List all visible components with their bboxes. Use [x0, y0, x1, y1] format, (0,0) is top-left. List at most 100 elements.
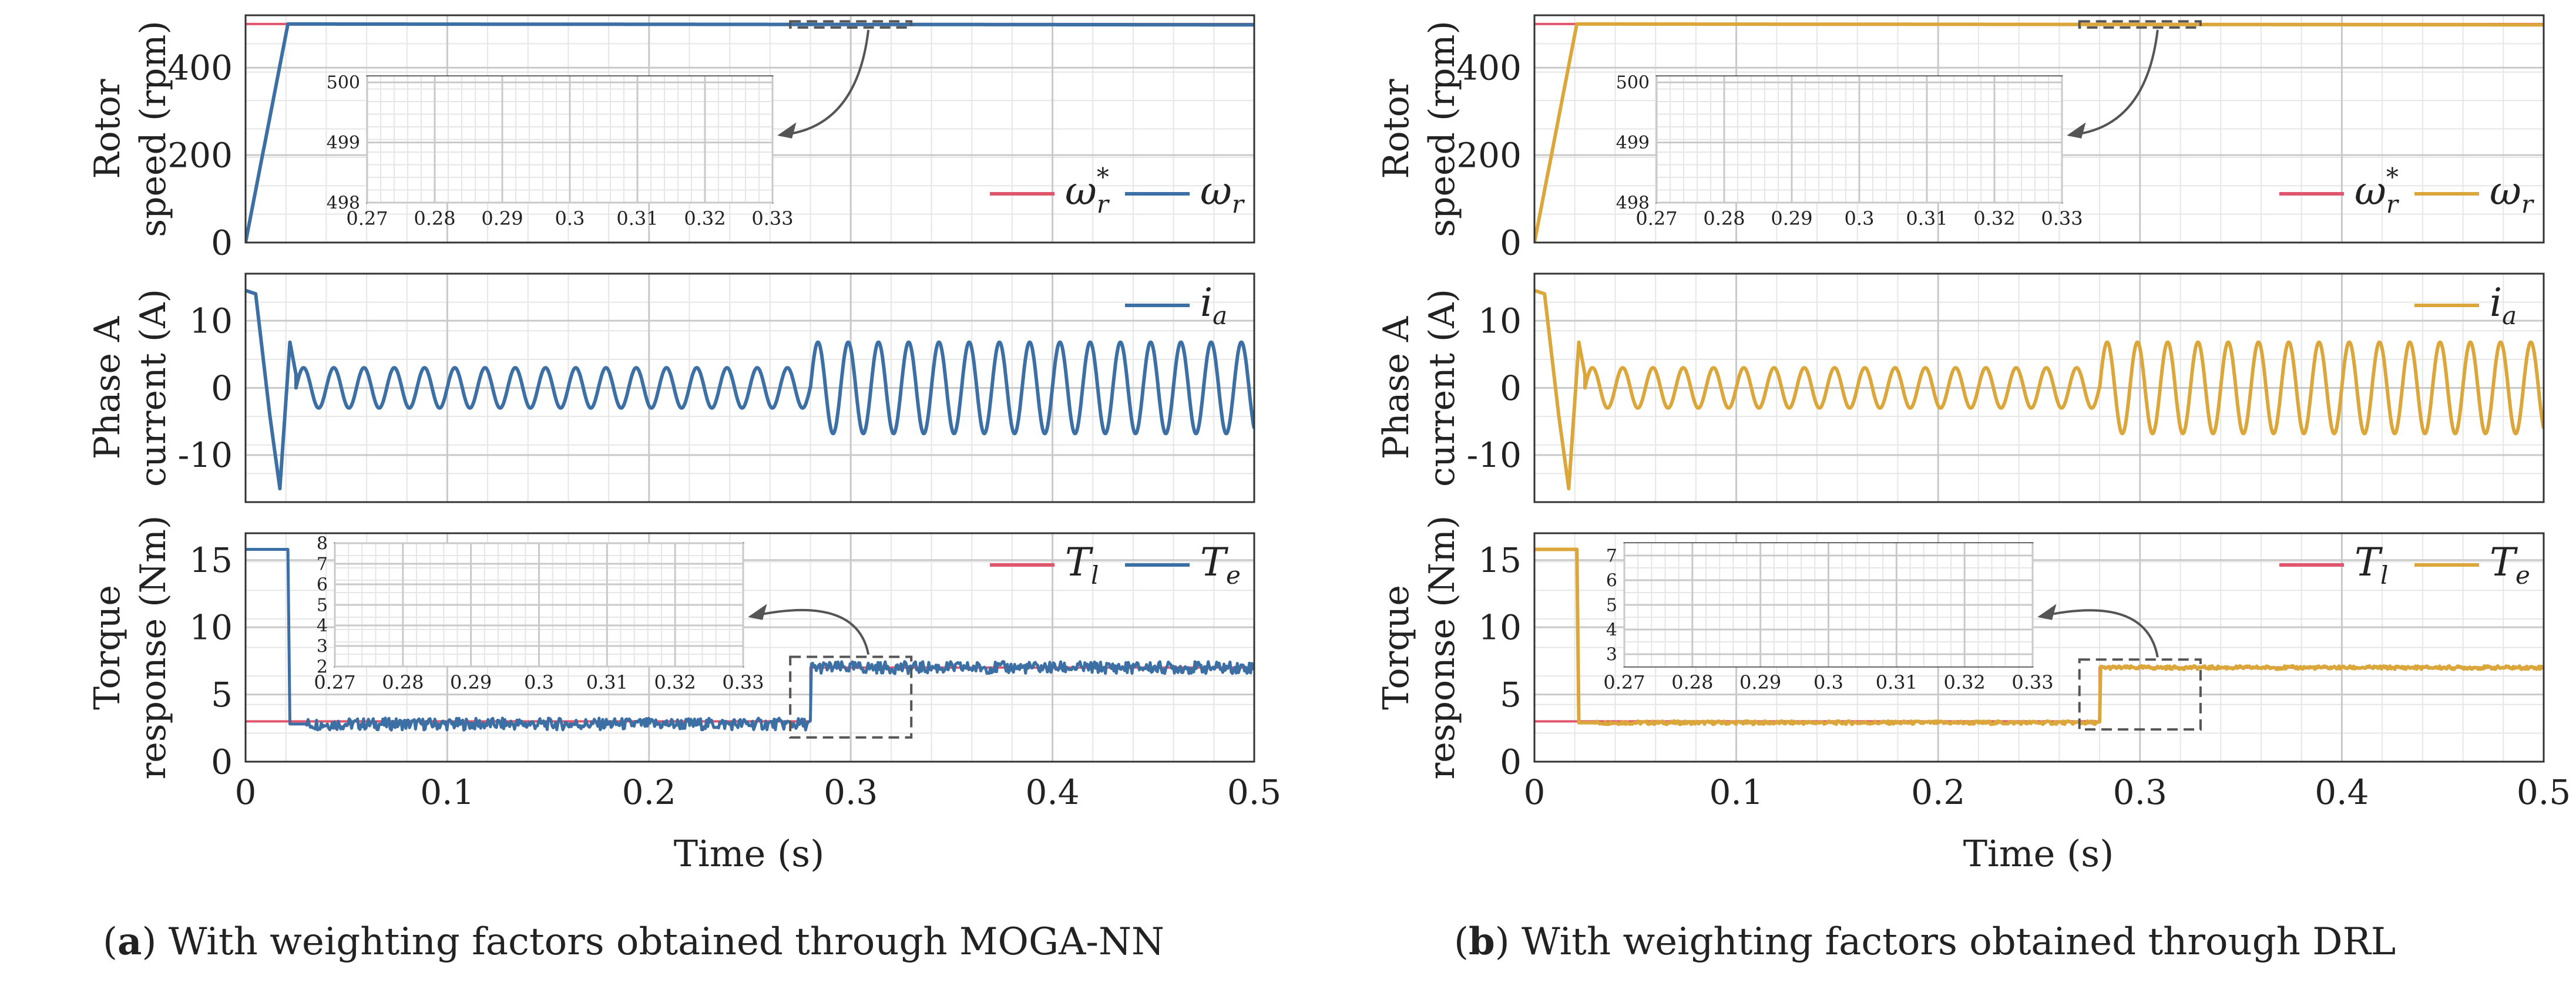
- b-current-frame: [1533, 272, 2545, 503]
- a-torque-inset-xtick-label: 0.31: [586, 671, 628, 694]
- a-speed-inset-xtick-label: 0.27: [346, 207, 388, 230]
- a-torque-xtick-label: 0.5: [1227, 772, 1281, 812]
- b-speed-inset-xtick-label: 0.31: [1906, 207, 1947, 230]
- a-torque-inset-xtick-label: 0.28: [382, 671, 424, 694]
- a-torque-inset-ytick-label: 4: [317, 616, 328, 637]
- b-torque-ylabel-line: response (Nm): [1422, 516, 1463, 780]
- b-current-legend-label: ia: [2490, 280, 2517, 330]
- b-torque-ytick-label: 15: [1478, 540, 1522, 580]
- a-speed-zoom-box: [789, 20, 913, 29]
- caption-b-text: With weighting factors obtained through …: [1522, 920, 2396, 964]
- a-torque-xtick-label: 0: [235, 772, 257, 812]
- caption-a-letter: a: [117, 920, 142, 964]
- a-torque-xtick-label: 0.2: [622, 772, 676, 812]
- b-torque-series-main: [1534, 547, 2544, 726]
- a-torque-zoom-box: [789, 655, 913, 739]
- b-torque-zoom-arrowhead: [2037, 604, 2057, 620]
- b-torque-inset-xtick-label: 0.31: [1876, 671, 1917, 694]
- b-torque-legend-label: Tl: [2355, 540, 2388, 590]
- a-torque-inset-ytick-label: 3: [317, 637, 328, 657]
- b-speed-inset-xtick-label: 0.29: [1771, 207, 1812, 230]
- a-speed-ylabel-line: Rotor: [87, 79, 128, 179]
- a-speed-series-main: [246, 22, 1254, 243]
- b-speed-inset-ytick-label: 500: [1616, 73, 1650, 93]
- a-torque-legend-label: Te: [1200, 540, 1241, 590]
- a-torque-inset-xtick-label: 0.33: [722, 671, 764, 694]
- b-speed-zoom-box: [2078, 20, 2202, 29]
- b-torque-inset-xtick-label: 0.3: [1813, 671, 1843, 694]
- caption-a-text: With weighting factors obtained through …: [169, 920, 1164, 964]
- a-torque-inset-ytick-label: 2: [317, 657, 328, 678]
- a-torque-ytick-label: 15: [189, 540, 233, 580]
- b-current-ylabel-line: current (A): [1422, 289, 1463, 487]
- a-torque-inset-ytick-label: 7: [317, 554, 328, 575]
- b-torque-xtick-label: 0.4: [2315, 772, 2369, 812]
- a-torque-inset-xtick-label: 0.3: [524, 671, 554, 694]
- a-speed-frame: [244, 14, 1255, 244]
- a-speed-ylabel-line: speed (rpm): [133, 21, 174, 237]
- b-speed-ylabel-line: Rotor: [1376, 79, 1417, 179]
- a-current-legend-label: ia: [1200, 280, 1227, 330]
- a-current-ytick-label: 10: [189, 301, 233, 341]
- b-speed-ylabel-line: speed (rpm): [1422, 21, 1463, 237]
- b-torque-legend-label: Te: [2490, 540, 2530, 590]
- b-speed-inset-xtick-label: 0.33: [2041, 207, 2083, 230]
- a-speed-inset-xtick-label: 0.29: [481, 207, 523, 230]
- b-torque-inset-xtick-label: 0.32: [1944, 671, 1986, 694]
- a-torque-xtick-label: 0.1: [420, 772, 474, 812]
- a-torque-xtick-label: 0.3: [824, 772, 878, 812]
- a-speed-legend-label: ωr: [1200, 169, 1245, 218]
- b-torque-inset-ytick-label: 4: [1606, 620, 1617, 641]
- b-torque-inset-ytick-label: 6: [1606, 571, 1617, 591]
- b-speed-ytick-label: 400: [1456, 48, 1522, 88]
- a-speed-ytick-label: 200: [167, 135, 233, 175]
- b-speed-ytick-label: 200: [1456, 135, 1522, 175]
- a-torque-ytick-label: 5: [211, 675, 233, 715]
- b-torque-ylabel-line: Torque: [1376, 585, 1417, 710]
- a-speed-inset-ytick-label: 498: [327, 193, 360, 214]
- b-speed-legend-label: ωr*: [2355, 163, 2400, 218]
- b-torque-xtick-label: 0.3: [2113, 772, 2167, 812]
- a-speed-inset-ytick-label: 500: [327, 73, 360, 93]
- caption-b-letter: b: [1469, 920, 1495, 964]
- xlabel-b: Time (s): [1963, 832, 2114, 875]
- b-torque-inset-xtick-label: 0.33: [2011, 671, 2053, 694]
- b-current-ytick-label: 0: [1500, 368, 1522, 408]
- b-torque-ytick-label: 10: [1478, 607, 1522, 647]
- b-speed-frame: [1533, 14, 2545, 244]
- b-speed-ytick-label: 0: [1500, 223, 1522, 263]
- a-current-ytick-label: -10: [178, 435, 233, 475]
- a-speed-zoom-arrowhead: [777, 122, 797, 139]
- a-speed-zoom-arrow: [779, 29, 870, 136]
- a-speed-inset-xtick-label: 0.32: [684, 207, 726, 230]
- a-speed-inset-ytick-label: 499: [327, 133, 360, 153]
- a-speed-ytick-label: 400: [167, 48, 233, 88]
- b-speed-inset-xtick-label: 0.3: [1845, 207, 1875, 230]
- b-torque-xtick-label: 0: [1524, 772, 1546, 812]
- b-speed-inset-ytick-label: 499: [1616, 133, 1650, 153]
- b-torque-ytick-label: 0: [1500, 742, 1522, 782]
- a-speed-legend-label: ωr*: [1065, 163, 1110, 218]
- caption-b: (b) With weighting factors obtained thro…: [1454, 920, 2396, 964]
- xlabel-a: Time (s): [674, 832, 825, 875]
- a-torque-frame: [244, 532, 1255, 763]
- b-torque-inset-axes: 3 4 5 6 7 0.27 0.28 0.29 0.3 0.31 0.32 0.33: [1603, 543, 2054, 694]
- b-speed-zoom-arrow: [2068, 29, 2159, 136]
- b-torque-inset-ytick-label: 7: [1606, 546, 1617, 567]
- a-torque-ylabel-line: Torque: [87, 585, 128, 710]
- b-current-series-main: [1534, 288, 2544, 491]
- a-torque-zoom-arrow: [750, 608, 870, 655]
- a-current-frame: [244, 272, 1255, 503]
- b-torque-xtick-label: 0.5: [2517, 772, 2571, 812]
- b-torque-ytick-label: 5: [1500, 675, 1522, 715]
- b-speed-inset-xtick-label: 0.28: [1703, 207, 1745, 230]
- b-speed-zoom-arrowhead: [2067, 122, 2086, 139]
- b-speed-inset-xtick-label: 0.27: [1635, 207, 1677, 230]
- a-torque-inset-ytick-label: 8: [317, 534, 328, 554]
- a-torque-zoom-arrowhead: [748, 604, 767, 620]
- b-torque-inset-xtick-label: 0.29: [1739, 671, 1781, 694]
